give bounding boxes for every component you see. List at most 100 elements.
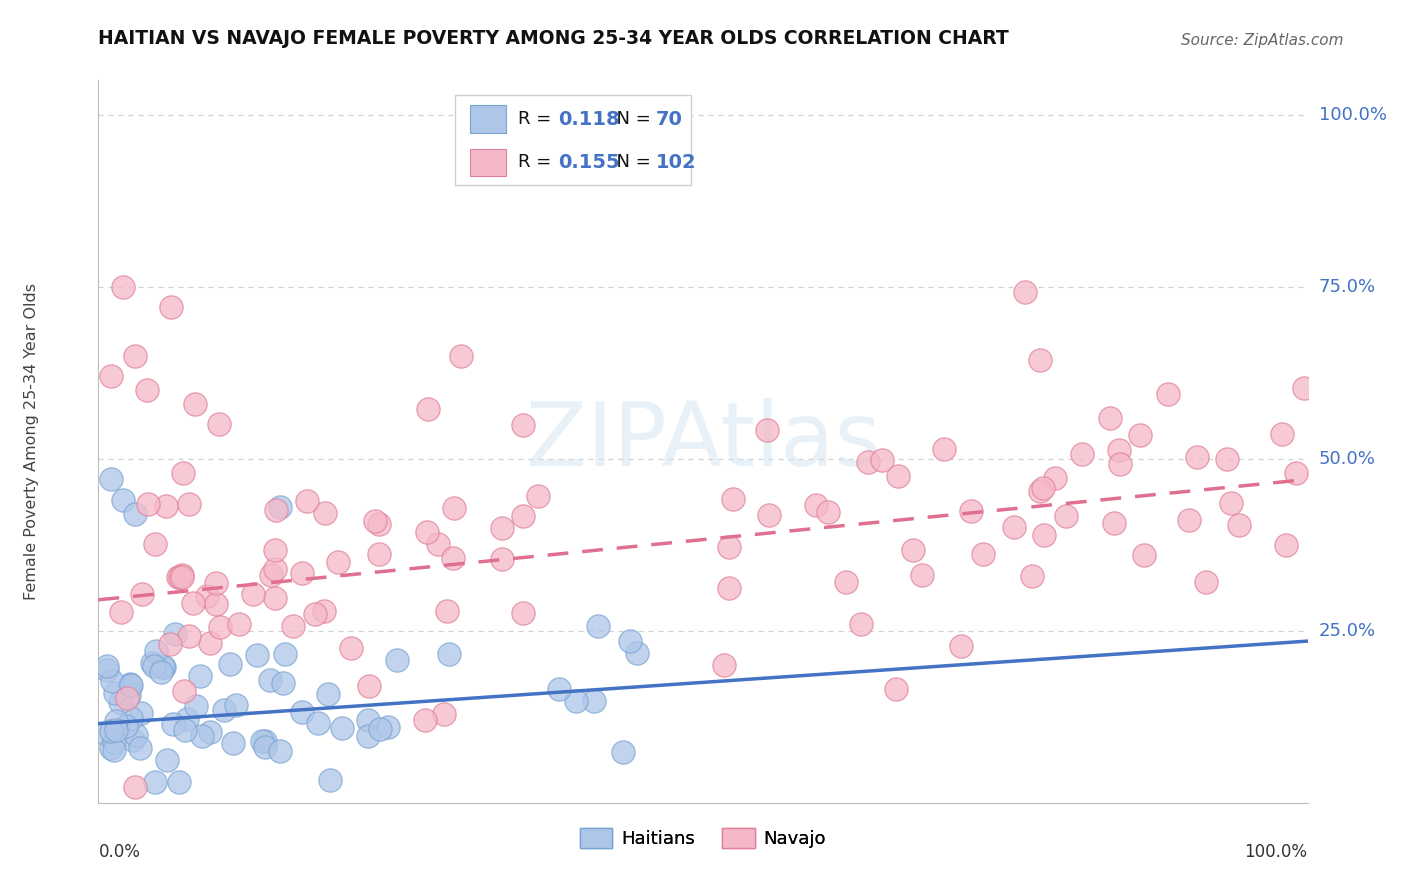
Point: [142, 658, 165, 673]
Point: [162, 717, 184, 731]
Point: [124, 507, 146, 521]
Point: [93, 726, 115, 740]
Point: [357, 679, 380, 693]
Point: [129, 740, 152, 755]
Point: [204, 575, 226, 590]
Point: [328, 555, 350, 569]
Point: [416, 525, 439, 540]
Point: [122, 732, 145, 747]
Point: [269, 744, 291, 758]
Point: [177, 497, 200, 511]
Point: [222, 736, 245, 750]
Point: [1285, 466, 1308, 480]
Point: [120, 679, 142, 693]
Point: [1071, 447, 1094, 461]
Point: [100, 740, 122, 755]
Point: [443, 501, 465, 516]
Point: [312, 604, 335, 618]
Point: [1102, 516, 1125, 530]
Text: R =: R =: [517, 153, 557, 171]
Point: [586, 618, 609, 632]
FancyBboxPatch shape: [456, 95, 690, 185]
Point: [413, 713, 436, 727]
Point: [1275, 537, 1298, 551]
Text: 75.0%: 75.0%: [1319, 277, 1376, 296]
Point: [129, 706, 152, 721]
Point: [104, 714, 127, 729]
Point: [295, 494, 318, 508]
Point: [436, 604, 458, 618]
Point: [1157, 387, 1180, 401]
Point: [1029, 352, 1052, 367]
Point: [124, 349, 146, 363]
Point: [160, 301, 183, 315]
Point: [1178, 513, 1201, 527]
Point: [1021, 569, 1043, 583]
Point: [314, 506, 336, 520]
FancyBboxPatch shape: [470, 149, 506, 177]
Point: [108, 695, 131, 709]
Point: [901, 543, 924, 558]
Text: N =: N =: [605, 110, 657, 128]
Point: [153, 660, 176, 674]
Text: 70: 70: [655, 110, 683, 128]
Point: [103, 743, 125, 757]
Point: [167, 570, 190, 584]
Point: [356, 713, 378, 727]
Point: [370, 722, 392, 736]
Point: [283, 619, 305, 633]
Point: [385, 653, 408, 667]
Point: [252, 733, 274, 747]
Point: [1056, 508, 1078, 523]
Point: [163, 627, 186, 641]
Point: [100, 369, 122, 384]
Point: [1108, 457, 1130, 471]
Point: [319, 773, 342, 788]
Point: [152, 659, 174, 673]
Point: [167, 774, 190, 789]
Point: [367, 516, 389, 531]
Point: [143, 537, 166, 551]
Point: [1014, 285, 1036, 300]
Text: HAITIAN VS NAVAJO FEMALE POVERTY AMONG 25-34 YEAR OLDS CORRELATION CHART: HAITIAN VS NAVAJO FEMALE POVERTY AMONG 2…: [98, 29, 1010, 48]
Point: [512, 606, 534, 620]
FancyBboxPatch shape: [470, 105, 506, 133]
Text: 0.118: 0.118: [558, 110, 620, 128]
Point: [120, 678, 142, 692]
Text: Source: ZipAtlas.com: Source: ZipAtlas.com: [1181, 33, 1344, 48]
Point: [155, 500, 177, 514]
Point: [1043, 471, 1066, 485]
Point: [136, 497, 159, 511]
Point: [619, 634, 641, 648]
Point: [174, 723, 197, 737]
Point: [96, 663, 118, 677]
Point: [156, 753, 179, 767]
Point: [197, 589, 219, 603]
Point: [1002, 520, 1025, 534]
Point: [120, 678, 142, 692]
Point: [150, 665, 173, 679]
Point: [723, 491, 745, 506]
Point: [205, 597, 228, 611]
Point: [145, 644, 167, 658]
Point: [100, 723, 122, 738]
Point: [491, 552, 513, 566]
Point: [565, 694, 588, 708]
Point: [817, 504, 839, 518]
Point: [131, 587, 153, 601]
Point: [612, 745, 634, 759]
Point: [718, 581, 741, 595]
Point: [173, 683, 195, 698]
Legend: Haitians, Navajo: Haitians, Navajo: [572, 821, 834, 855]
Point: [228, 616, 250, 631]
Point: [437, 647, 460, 661]
Point: [959, 504, 981, 518]
Point: [264, 542, 287, 557]
Point: [188, 669, 211, 683]
Point: [259, 673, 281, 687]
Point: [364, 514, 387, 528]
Point: [858, 455, 880, 469]
Point: [264, 591, 287, 606]
Point: [884, 681, 907, 696]
Point: [307, 716, 329, 731]
